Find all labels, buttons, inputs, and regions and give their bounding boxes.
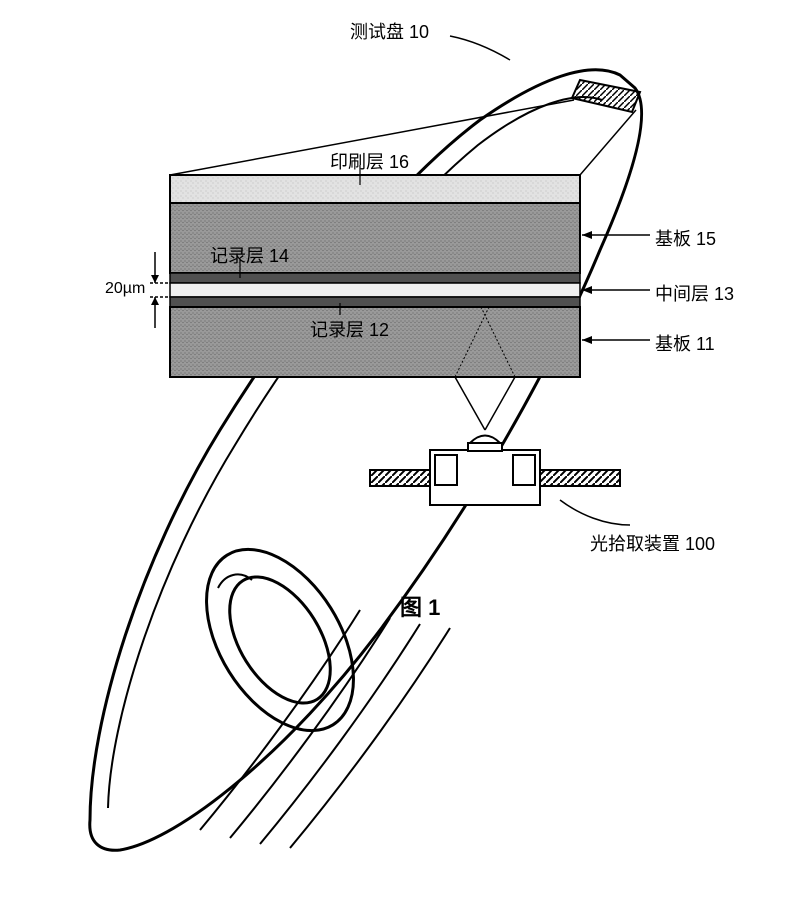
middle-layer-13 — [170, 283, 580, 297]
figure-label: 图 1 — [400, 590, 440, 622]
pickup-leader — [560, 500, 630, 525]
recording-layer-14 — [170, 273, 580, 283]
recording-12-label: 记录层 12 — [310, 316, 389, 342]
disc-label: 测试盘 10 — [350, 18, 429, 44]
recording-14-label: 记录层 14 — [210, 242, 289, 268]
middle-13-label: 中间层 13 — [655, 280, 734, 306]
thickness-label: 20µm — [105, 280, 145, 298]
disc-leader — [450, 36, 510, 60]
substrate-15-label: 基板 15 — [655, 225, 716, 251]
print-layer-label: 印刷层 16 — [330, 148, 409, 174]
print-layer — [170, 175, 580, 203]
layer-label-arrows — [582, 231, 650, 344]
thickness-dimension — [150, 252, 168, 328]
recording-layer-12 — [170, 297, 580, 307]
cross-section — [170, 175, 580, 377]
substrate-11-label: 基板 11 — [655, 330, 715, 356]
pickup-label: 光拾取装置 100 — [590, 530, 715, 556]
